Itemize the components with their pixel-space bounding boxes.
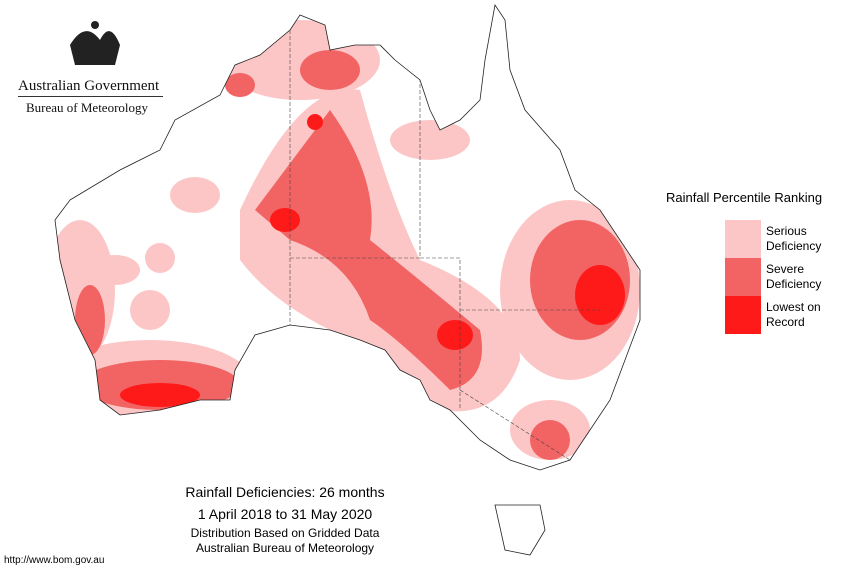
legend-label: Serious Deficiency — [766, 224, 822, 253]
legend-item: Serious Deficiency — [725, 220, 846, 258]
agency-title: Australian Government — [18, 78, 160, 94]
map-title: Rainfall Deficiencies: 26 months — [185, 484, 385, 500]
caption-line: Australian Bureau of Meteorology — [195, 541, 375, 555]
legend-item: Lowest on Record — [725, 296, 846, 334]
legend-swatch — [725, 258, 761, 296]
legend-item: Severe Deficiency — [725, 258, 846, 296]
legend-swatch — [725, 220, 761, 258]
map-period: 1 April 2018 to 31 May 2020 — [197, 506, 373, 522]
deficiency-areas — [55, 20, 640, 460]
legend-swatch — [725, 296, 761, 334]
url: http://www.bom.gov.au — [4, 555, 105, 566]
agency-subtitle: Bureau of Meteorology — [26, 100, 149, 115]
state-borders — [289, 30, 600, 461]
divider — [18, 96, 163, 97]
legend-label: Severe Deficiency — [766, 262, 822, 291]
legend: Serious Deficiency Severe Deficiency Lowes… — [725, 220, 846, 334]
legend-label: Lowest on Record — [766, 300, 821, 329]
caption-line: Distribution Based on Gridded Data — [190, 526, 380, 540]
legend-title: Rainfall Percentile Ranking — [666, 190, 823, 205]
coat-of-arms — [70, 21, 120, 65]
